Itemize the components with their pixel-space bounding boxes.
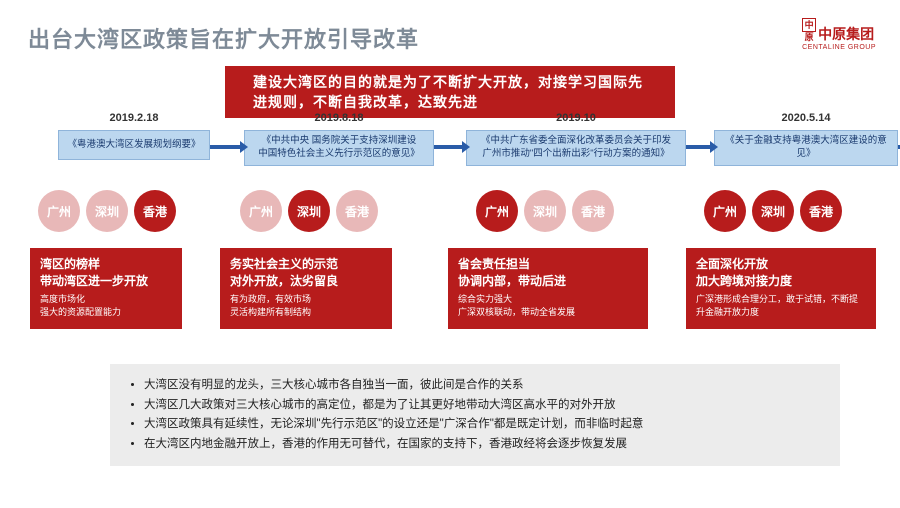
brand-logo-icon: 中原 xyxy=(802,18,816,32)
city-chip: 深圳 xyxy=(524,190,566,232)
desc-body: 高度市场化强大的资源配置能力 xyxy=(40,293,172,319)
city-chip: 香港 xyxy=(134,190,176,232)
desc-box: 务实社会主义的示范对外开放，汰劣留良有为政府，有效市场灵活构建所有制结构 xyxy=(220,248,392,329)
city-chip: 香港 xyxy=(572,190,614,232)
timeline-date: 2020.5.14 xyxy=(714,112,898,124)
desc-subheading: 对外开放，汰劣留良 xyxy=(230,273,382,290)
desc-box: 省会责任担当协调内部，带动后进综合实力强大广深双核联动，带动全省发展 xyxy=(448,248,648,329)
desc-heading: 务实社会主义的示范 xyxy=(230,256,382,273)
timeline-doc: 《关于金融支持粤港澳大湾区建设的意见》 xyxy=(714,130,898,166)
timeline-date: 2019.2.18 xyxy=(58,112,210,124)
summary-box: 大湾区没有明显的龙头，三大核心城市各自独当一面，彼此间是合作的关系大湾区几大政策… xyxy=(110,364,840,466)
slide-title: 出台大湾区政策旨在扩大开放引导改革 xyxy=(28,22,419,54)
city-chip: 广州 xyxy=(476,190,518,232)
timeline-doc: 《粤港澳大湾区发展规划纲要》 xyxy=(58,130,210,160)
desc-subheading: 加大跨境对接力度 xyxy=(696,273,866,290)
timeline-arrow-icon xyxy=(434,145,462,149)
summary-item: 在大湾区内地金融开放上，香港的作用无可替代，在国家的支持下，香港政经将会逐步恢复… xyxy=(144,435,824,455)
desc-heading: 省会责任担当 xyxy=(458,256,638,273)
desc-body: 广深港形成合理分工，敢于试错，不断提升金融开放力度 xyxy=(696,293,866,319)
desc-heading: 湾区的榜样 xyxy=(40,256,172,273)
city-group: 广州深圳香港 xyxy=(38,190,176,232)
desc-body: 有为政府，有效市场灵活构建所有制结构 xyxy=(230,293,382,319)
brand-cn: 中原中原集团 xyxy=(802,18,876,44)
city-group: 广州深圳香港 xyxy=(476,190,614,232)
desc-box: 全面深化开放加大跨境对接力度广深港形成合理分工，敢于试错，不断提升金融开放力度 xyxy=(686,248,876,329)
summary-item: 大湾区政策具有延续性，无论深圳"先行示范区"的设立还是"广深合作"都是既定计划，… xyxy=(144,415,824,435)
city-group: 广州深圳香港 xyxy=(704,190,842,232)
city-chip: 广州 xyxy=(240,190,282,232)
timeline-item: 2020.5.14 《关于金融支持粤港澳大湾区建设的意见》 xyxy=(714,112,898,166)
timeline-doc: 《中共中央 国务院关于支持深圳建设中国特色社会主义先行示范区的意见》 xyxy=(244,130,434,166)
city-chip: 广州 xyxy=(38,190,80,232)
timeline-item: 2019.8.18 《中共中央 国务院关于支持深圳建设中国特色社会主义先行示范区的… xyxy=(244,112,434,166)
city-group: 广州深圳香港 xyxy=(240,190,378,232)
timeline: 2019.2.18 《粤港澳大湾区发展规划纲要》 2019.8.18 《中共中央 国务… xyxy=(28,112,884,182)
timeline-item: 2019.2.18 《粤港澳大湾区发展规划纲要》 xyxy=(58,112,210,160)
brand-cn-text: 中原集团 xyxy=(818,26,874,42)
summary-list: 大湾区没有明显的龙头，三大核心城市各自独当一面，彼此间是合作的关系大湾区几大政策… xyxy=(126,376,824,454)
city-chip: 香港 xyxy=(800,190,842,232)
timeline-item: 2019.10 《中共广东省委全面深化改革委员会关于印发广州市推动"四个出新出彩"… xyxy=(466,112,686,166)
desc-subheading: 协调内部，带动后进 xyxy=(458,273,638,290)
summary-item: 大湾区没有明显的龙头，三大核心城市各自独当一面，彼此间是合作的关系 xyxy=(144,376,824,396)
city-chip: 深圳 xyxy=(288,190,330,232)
desc-body: 综合实力强大广深双核联动，带动全省发展 xyxy=(458,293,638,319)
desc-heading: 全面深化开放 xyxy=(696,256,866,273)
timeline-date: 2019.8.18 xyxy=(244,112,434,124)
desc-subheading: 带动湾区进一步开放 xyxy=(40,273,172,290)
cities-row: 广州深圳香港广州深圳香港广州深圳香港广州深圳香港 xyxy=(0,190,900,240)
city-chip: 深圳 xyxy=(86,190,128,232)
desc-box: 湾区的榜样带动湾区进一步开放高度市场化强大的资源配置能力 xyxy=(30,248,182,329)
city-chip: 广州 xyxy=(704,190,746,232)
city-chip: 深圳 xyxy=(752,190,794,232)
timeline-arrow-icon xyxy=(210,145,240,149)
city-chip: 香港 xyxy=(336,190,378,232)
brand-block: 中原中原集团 CENTALINE GROUP xyxy=(802,18,876,51)
summary-item: 大湾区几大政策对三大核心城市的高定位，都是为了让其更好地带动大湾区高水平的对外开… xyxy=(144,396,824,416)
timeline-arrow-icon xyxy=(686,145,710,149)
brand-en: CENTALINE GROUP xyxy=(802,44,876,51)
banner: 建设大湾区的目的就是为了不断扩大开放，对接学习国际先进规则，不断自我改革，达致先… xyxy=(225,66,675,118)
timeline-doc: 《中共广东省委全面深化改革委员会关于印发广州市推动"四个出新出彩"行动方案的通知… xyxy=(466,130,686,166)
timeline-date: 2019.10 xyxy=(466,112,686,124)
